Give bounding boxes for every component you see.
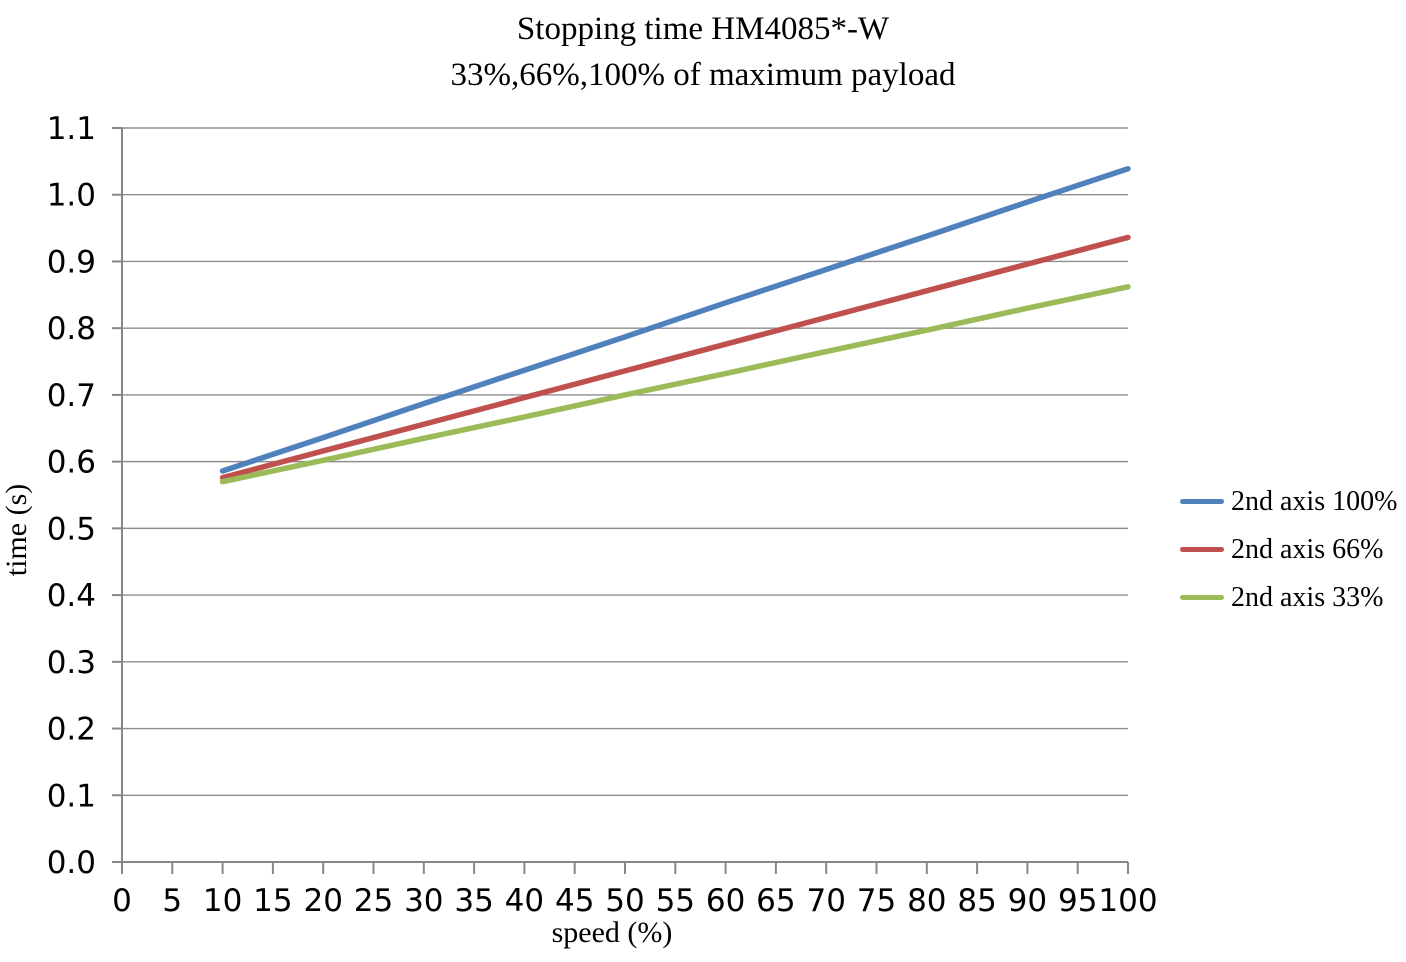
svg-text:40: 40 xyxy=(505,883,544,919)
svg-text:1.0: 1.0 xyxy=(47,178,96,214)
svg-text:25: 25 xyxy=(354,883,393,919)
legend-item: 2nd axis 33% xyxy=(1180,581,1397,613)
svg-text:90: 90 xyxy=(1008,883,1047,919)
legend-item: 2nd axis 66% xyxy=(1180,533,1397,565)
svg-text:0.3: 0.3 xyxy=(47,645,96,681)
svg-text:5: 5 xyxy=(162,883,182,919)
svg-text:0.5: 0.5 xyxy=(47,511,96,547)
chart-title: Stopping time HM4085*-W xyxy=(516,11,890,47)
svg-text:0.4: 0.4 xyxy=(47,578,96,614)
svg-text:60: 60 xyxy=(706,883,745,919)
x-axis-title: speed (%) xyxy=(551,916,673,949)
svg-text:0.8: 0.8 xyxy=(47,311,96,347)
svg-text:45: 45 xyxy=(555,883,594,919)
svg-text:0.1: 0.1 xyxy=(47,778,96,814)
legend-line-swatch xyxy=(1180,499,1224,504)
legend-line-swatch xyxy=(1180,547,1224,552)
svg-text:0.0: 0.0 xyxy=(47,845,96,881)
legend-line-swatch xyxy=(1180,595,1224,600)
svg-text:20: 20 xyxy=(303,883,342,919)
svg-text:80: 80 xyxy=(907,883,946,919)
legend-label: 2nd axis 33% xyxy=(1231,581,1384,613)
svg-text:75: 75 xyxy=(857,883,896,919)
svg-text:0.2: 0.2 xyxy=(47,712,96,748)
legend-label: 2nd axis 66% xyxy=(1231,533,1384,565)
svg-text:35: 35 xyxy=(454,883,493,919)
chart-subtitle: 33%,66%,100% of maximum payload xyxy=(450,57,956,93)
svg-text:50: 50 xyxy=(605,883,644,919)
svg-text:30: 30 xyxy=(404,883,443,919)
svg-text:85: 85 xyxy=(957,883,996,919)
chart-title-block: Stopping time HM4085*-W 33%,66%,100% of … xyxy=(0,6,1406,98)
legend-item: 2nd axis 100% xyxy=(1180,485,1398,517)
y-axis-title: time (s) xyxy=(0,483,33,577)
svg-text:0.7: 0.7 xyxy=(47,378,96,414)
svg-text:0: 0 xyxy=(112,883,132,919)
svg-text:95: 95 xyxy=(1058,883,1097,919)
svg-text:0.6: 0.6 xyxy=(47,445,96,481)
svg-text:15: 15 xyxy=(253,883,292,919)
svg-text:1.1: 1.1 xyxy=(47,111,96,147)
svg-text:10: 10 xyxy=(203,883,242,919)
svg-text:55: 55 xyxy=(656,883,695,919)
legend: 2nd axis 100% 2nd axis 66% 2nd axis 33% xyxy=(1180,485,1398,613)
legend-label: 2nd axis 100% xyxy=(1231,485,1398,517)
svg-text:0.9: 0.9 xyxy=(47,244,96,280)
svg-text:65: 65 xyxy=(756,883,795,919)
svg-text:70: 70 xyxy=(806,883,845,919)
svg-text:100: 100 xyxy=(1098,883,1157,919)
